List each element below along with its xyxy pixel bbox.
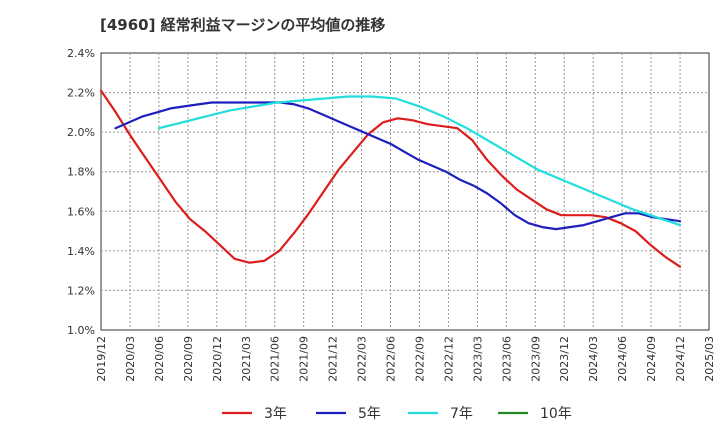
legend-label: 5年 — [358, 406, 381, 422]
x-tick-label: 2023/06 — [500, 336, 513, 382]
series-line-1 — [99, 89, 682, 268]
x-axis: 2019/12 2020/03 2020/06 2020/09 2020/12 2021/… — [95, 336, 716, 382]
x-tick-label: 2023/09 — [529, 336, 542, 382]
legend: 3年 5年 7年 10年 — [222, 406, 572, 422]
x-tick-label: 2021/12 — [327, 336, 340, 382]
plot-frame — [100, 52, 710, 331]
x-tick-label: 2021/03 — [240, 336, 253, 382]
x-tick-label: 2023/12 — [558, 336, 571, 382]
y-tick-label: 1.2% — [67, 284, 95, 297]
series-lines — [99, 89, 682, 268]
legend-label: 7年 — [450, 406, 473, 422]
plot-area — [100, 52, 710, 331]
x-tick-label: 2024/12 — [674, 336, 687, 382]
y-tick-label: 2.4% — [67, 47, 95, 60]
y-tick-label: 1.0% — [67, 324, 95, 337]
x-tick-label: 2020/03 — [124, 336, 137, 382]
legend-label: 10年 — [540, 406, 572, 422]
y-tick-label: 1.6% — [67, 205, 95, 218]
x-tick-label: 2020/09 — [182, 336, 195, 382]
x-tick-label: 2022/12 — [442, 336, 455, 382]
series-line-2 — [114, 101, 682, 231]
chart-title: [4960] 経常利益マージンの平均値の推移 — [100, 16, 385, 34]
x-tick-label: 2021/06 — [269, 336, 282, 382]
x-tick-label: 2019/12 — [95, 336, 108, 382]
x-tick-label: 2022/06 — [385, 336, 398, 382]
x-tick-label: 2025/03 — [703, 336, 716, 382]
legend-label: 3年 — [264, 406, 287, 422]
x-tick-label: 2024/09 — [645, 336, 658, 382]
y-axis: 1.0% 1.2% 1.4% 1.6% 1.8% 2.0% 2.2% 2.4% — [67, 47, 95, 337]
x-tick-label: 2022/03 — [356, 336, 369, 382]
x-tick-label: 2024/03 — [587, 336, 600, 382]
x-tick-label: 2024/06 — [616, 336, 629, 382]
series-line-3 — [157, 95, 682, 227]
y-tick-label: 2.2% — [67, 87, 95, 100]
x-tick-label: 2023/03 — [471, 336, 484, 382]
y-tick-label: 1.8% — [67, 166, 95, 179]
x-tick-label: 2020/06 — [153, 336, 166, 382]
x-tick-label: 2022/09 — [413, 336, 426, 382]
grid — [101, 53, 709, 330]
x-tick-label: 2021/09 — [298, 336, 311, 382]
y-tick-label: 1.4% — [67, 245, 95, 258]
y-tick-label: 2.0% — [67, 126, 95, 139]
x-tick-label: 2020/12 — [211, 336, 224, 382]
